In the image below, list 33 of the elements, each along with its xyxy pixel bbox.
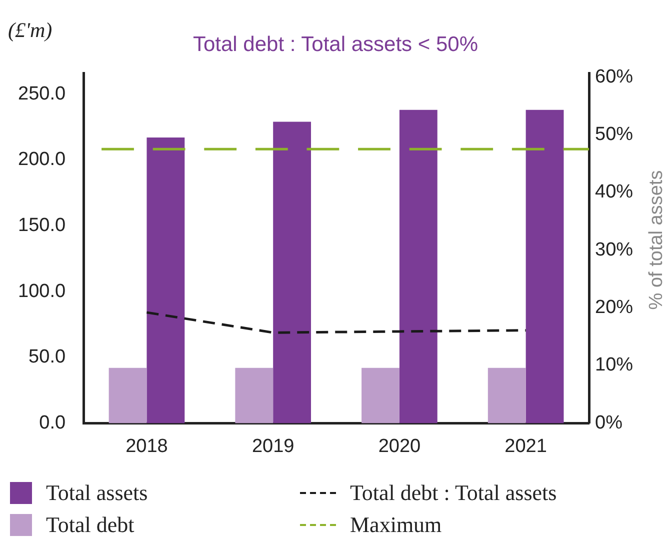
- y-tick-label: 50.0: [28, 346, 66, 368]
- bar: [235, 368, 274, 424]
- y2-tick-label: 20%: [595, 297, 634, 318]
- bar: [362, 368, 400, 424]
- legend-label: Total debt: [46, 512, 134, 537]
- x-tick-label: 2021: [504, 436, 547, 457]
- y-tick-label: 0.0: [39, 412, 66, 434]
- y-axis-title: (£'m): [8, 18, 52, 43]
- y2-tick-label: 60%: [595, 66, 634, 88]
- y-tick-label: 200.0: [18, 149, 66, 170]
- y2-tick-label: 40%: [595, 182, 634, 203]
- y2-tick-label: 50%: [595, 124, 634, 145]
- legend-label: Maximum: [350, 512, 442, 537]
- bar: [273, 122, 311, 424]
- y-tick-label: 250.0: [18, 83, 66, 104]
- y2-tick-label: 30%: [595, 239, 634, 260]
- y2-tick-label: 0%: [595, 412, 623, 434]
- y2-axis-title: % of total assets: [646, 170, 668, 310]
- y-tick-label: 150.0: [18, 214, 66, 236]
- y-tick-label: 100.0: [18, 280, 66, 302]
- line-series: [145, 311, 528, 334]
- chart-title: Total debt : Total assets < 50%: [192, 33, 478, 56]
- bar: [526, 110, 564, 424]
- legend-label: Total assets: [46, 480, 148, 506]
- bar: [146, 138, 185, 424]
- bar: [108, 368, 147, 424]
- y2-tick-label: 10%: [595, 354, 634, 376]
- x-tick-label: 2020: [378, 436, 421, 457]
- legend-label: Total debt : Total assets: [350, 480, 557, 506]
- x-tick-label: 2019: [252, 436, 294, 457]
- bar: [399, 110, 438, 424]
- bar: [488, 368, 526, 424]
- x-tick-label: 2018: [126, 436, 168, 457]
